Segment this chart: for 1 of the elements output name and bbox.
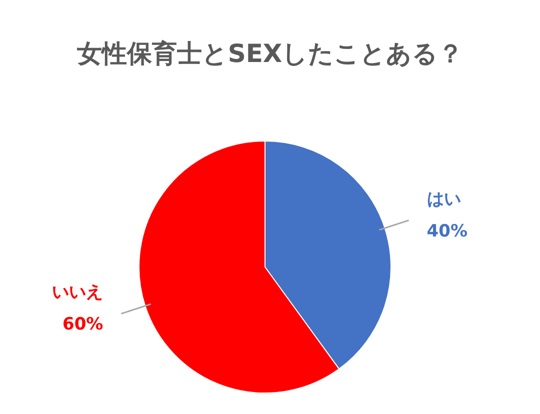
title: 女性保育士とSEXしたことある？ [76,39,464,68]
